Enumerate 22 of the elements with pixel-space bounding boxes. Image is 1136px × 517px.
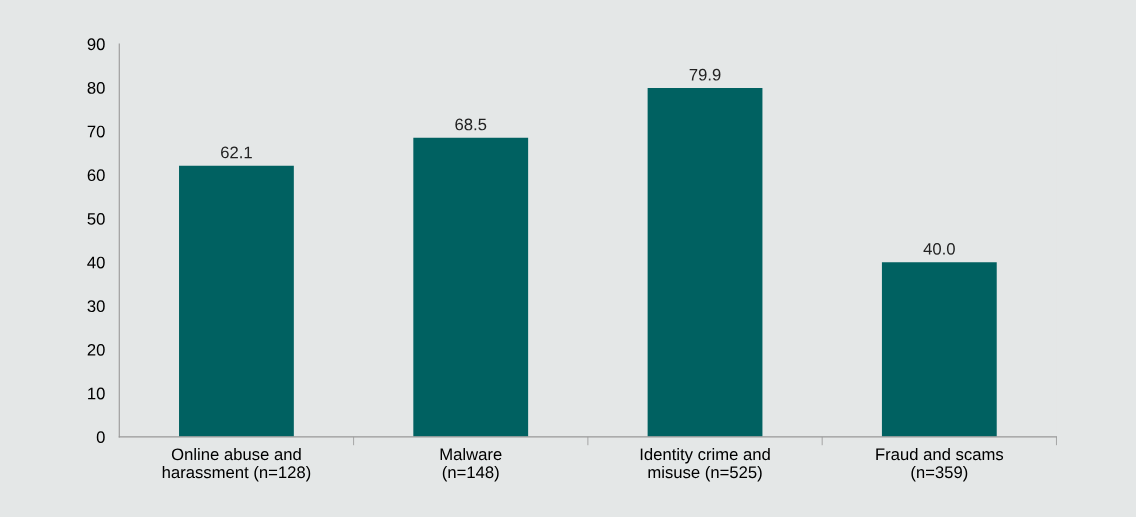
y-tick-label: 40 [87, 256, 105, 269]
bar [881, 262, 997, 437]
y-tick-label: 90 [87, 38, 105, 51]
y-tick-label: 30 [87, 300, 105, 313]
y-tick-label: 20 [87, 343, 105, 356]
y-tick-label: 50 [87, 212, 105, 225]
data-label: 79.9 [689, 68, 721, 81]
x-tick-label: Malware (n=148) [440, 447, 502, 482]
bar [179, 165, 294, 437]
y-tick-label: 60 [87, 169, 105, 182]
data-label: 40.0 [923, 242, 955, 255]
y-tick-label: 10 [88, 387, 105, 400]
y-tick-label: 0 [96, 431, 105, 444]
data-label: 62.1 [221, 146, 252, 159]
bar [647, 88, 763, 437]
x-tick-label: Identity crime and misuse (n=525) [640, 447, 770, 482]
bar [413, 137, 529, 437]
x-tick-label: Online abuse and harassment (n=128) [162, 447, 311, 482]
y-tick-label: 80 [87, 82, 105, 94]
data-label: 68.5 [455, 118, 487, 131]
y-tick-label: 70 [87, 125, 105, 138]
x-tick-label: Fraud and scams (n=359) [876, 447, 1004, 482]
